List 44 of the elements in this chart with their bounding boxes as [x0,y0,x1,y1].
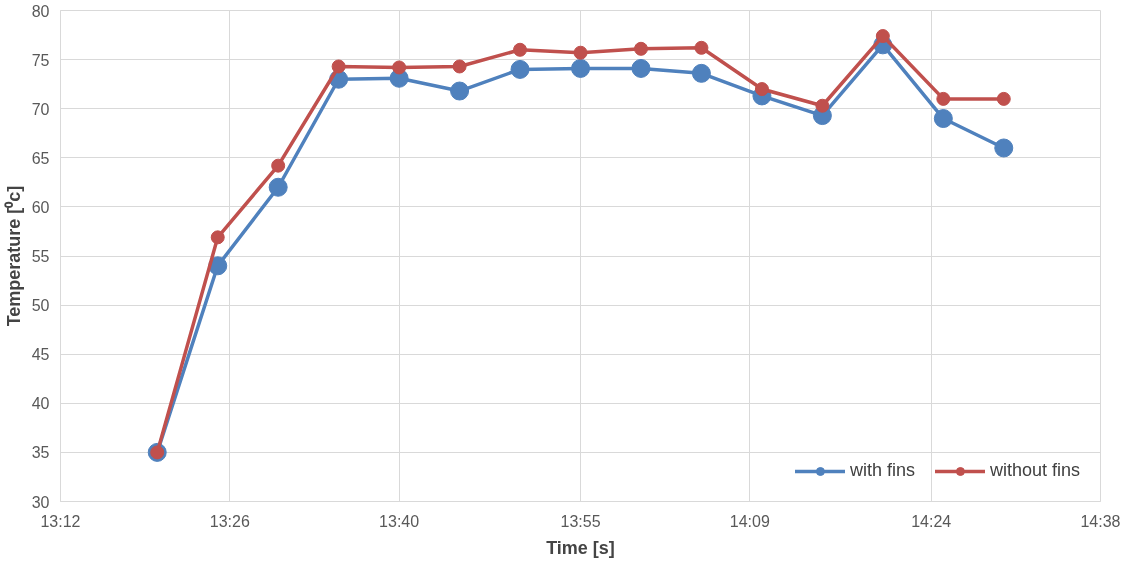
point [331,59,346,74]
point [933,109,953,128]
point [210,230,225,245]
legend-label: with fins [849,460,915,481]
y-tick-label: 40 [31,395,50,413]
point [633,41,648,56]
point [694,40,709,55]
point [936,91,951,106]
y-tick-label: 55 [31,248,50,265]
point [631,58,651,78]
y-tick-label: 35 [31,444,50,462]
point [875,29,890,44]
point [392,60,407,75]
point [452,59,467,74]
legend-label: without fins [989,460,1080,481]
x-tick-label: 13:12 [40,512,81,530]
point [271,158,286,173]
x-axis-title: Time [s] [546,537,615,558]
y-axis-title: Temperature [⁰c] [3,185,24,327]
point [996,91,1011,106]
point [994,138,1014,158]
point [754,82,769,97]
x-tick-label: 13:55 [560,512,601,530]
y-tick-label: 70 [31,100,50,118]
x-tick-label: 13:40 [379,512,420,530]
point [268,177,288,197]
point [513,42,528,57]
x-tick-label: 14:24 [911,512,952,530]
x-tick-label: 14:09 [729,512,770,530]
y-tick-label: 65 [31,149,50,167]
y-tick-label: 30 [31,493,50,511]
point [450,81,470,101]
y-tick-label: 75 [31,51,50,69]
y-tick-label: 45 [31,346,50,364]
point [573,45,588,60]
y-tick-label: 50 [31,297,50,315]
x-tick-label: 13:26 [209,512,250,530]
point [815,98,830,113]
point [691,63,711,83]
point [510,59,530,79]
x-tick-label: 14:38 [1080,512,1121,530]
y-tick-label: 80 [31,2,50,20]
point [571,58,591,78]
y-tick-label: 60 [31,198,50,216]
